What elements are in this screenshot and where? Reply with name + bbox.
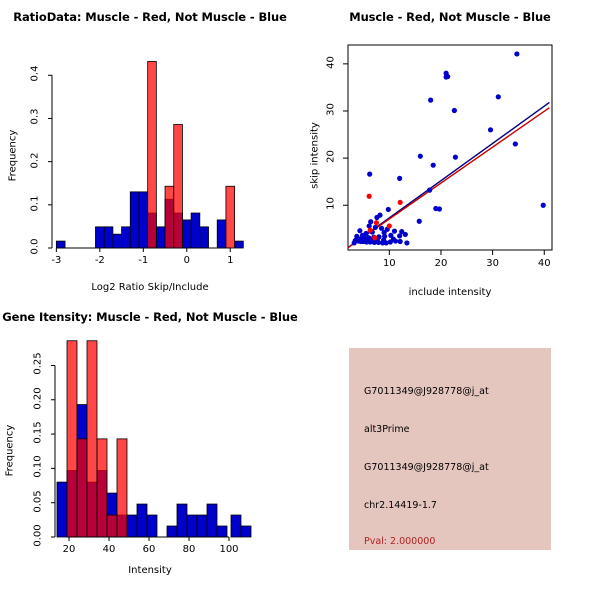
ratio-histogram-x-axis-title: Log2 Ratio Skip/Include [91,282,209,293]
gene-histogram-panel: Gene Itensity: Muscle - Red, Not Muscle … [0,300,300,600]
info-line-event-type: alt3Prime [364,424,410,435]
y-tick-label: 30 [325,103,337,116]
info-line-location: chr2.14419-1.7 [364,500,437,511]
gene-histogram-x-axis-title: Intensity [128,565,172,576]
gene-histogram-title: Gene Itensity: Muscle - Red, Not Muscle … [2,310,298,324]
probe-info-box: G7011349@J928778@j_at alt3Prime G7011349… [349,348,551,550]
y-tick-label: 0.10 [32,455,44,479]
y-tick-label: 0.20 [32,387,44,410]
scatter-plot [343,44,553,255]
x-tick-label: 1 [227,255,234,266]
x-tick-label: 40 [102,544,116,555]
ratio-histogram-y-axis-title: Frequency [7,129,19,182]
x-tick-label: 60 [142,544,156,555]
x-tick-label: 80 [182,544,196,555]
x-tick-label: 40 [537,258,551,269]
y-tick-label: 0.3 [29,109,41,125]
info-line-gene-id: G7011349@J928778@j_at [364,462,489,473]
y-tick-label: 40 [325,55,337,69]
y-tick-label: 0.15 [32,421,44,444]
scatter-x-axis-title: include intensity [408,287,492,298]
scatter-title: Muscle - Red, Not Muscle - Blue [349,10,551,24]
y-tick-label: 20 [325,150,337,163]
x-tick-label: -2 [94,255,105,266]
x-tick-label: 100 [219,544,239,555]
info-panel: G7011349@J928778@j_at alt3Prime G7011349… [300,300,600,600]
info-line-probe-id: G7011349@J928778@j_at [364,386,489,397]
y-tick-label: 10 [325,197,337,211]
x-tick-label: 20 [62,544,76,555]
ratio-histogram-panel: RatioData: Muscle - Red, Not Muscle - Bl… [0,0,300,300]
y-tick-label: 0.4 [29,65,41,82]
y-tick-label: 0.00 [32,524,44,547]
y-tick-label: 0.1 [29,195,41,212]
x-tick-label: 20 [434,258,448,269]
y-tick-label: 0.25 [32,352,44,376]
info-line-pvalue: Pval: 2.000000 [364,536,436,547]
y-tick-label: 0.05 [32,490,44,513]
x-tick-label: 0 [183,255,190,266]
gene-histogram-plot [51,340,252,541]
ratio-histogram-title: RatioData: Muscle - Red, Not Muscle - Bl… [13,10,287,24]
scatter-y-axis-title: skip intensity [309,122,321,189]
scatter-panel: Muscle - Red, Not Muscle - Blue include … [300,0,600,300]
gene-histogram-y-axis-title: Frequency [4,424,16,477]
x-tick-label: 10 [382,258,396,269]
y-tick-label: 0.2 [29,152,41,169]
x-tick-label: -1 [138,255,149,266]
x-tick-label: 30 [486,258,499,269]
x-tick-label: -3 [51,255,62,266]
ratio-histogram-plot [48,61,244,252]
